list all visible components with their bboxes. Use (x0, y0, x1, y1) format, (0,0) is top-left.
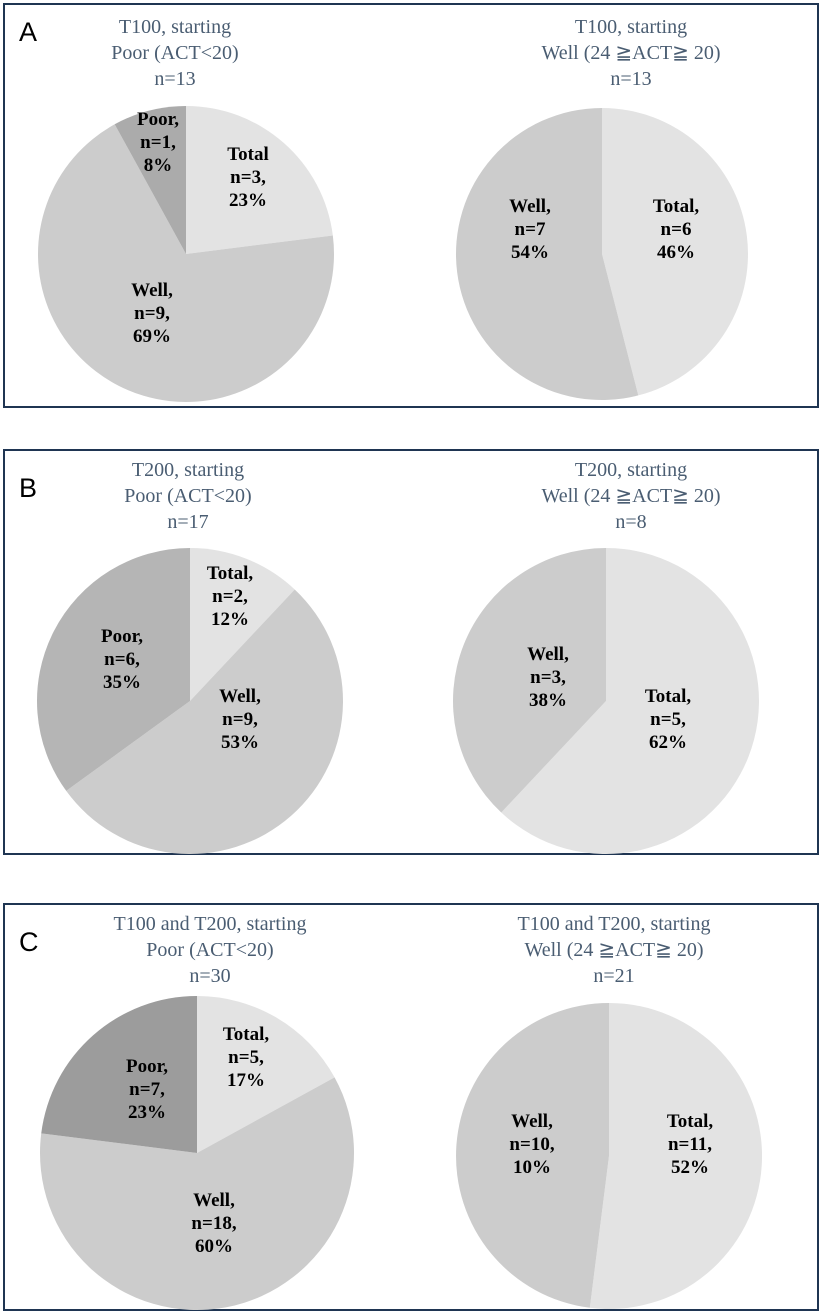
slice-label-well: Well, n=7 54% (509, 196, 551, 263)
slice-label-well: Well, n=10, 10% (509, 1111, 554, 1178)
pie-slice-well (456, 1003, 609, 1308)
pie-slice-poor (114, 106, 186, 254)
pie-chart-a-2: T100, starting Well (24 ≧ACT≧ 20) n=13 Tota… (455, 16, 748, 400)
slice-label-poor: Poor, n=6, 35% (101, 626, 143, 693)
chart-title-line: Well (24 ≧ACT≧ 20) (524, 939, 703, 961)
pie-slice-poor (41, 996, 197, 1153)
panel-a: A (3, 3, 819, 408)
chart-title-line: T100, starting (119, 16, 231, 38)
panel-c: C (3, 903, 819, 1311)
chart-title-line: Poor (ACT<20) (111, 42, 238, 64)
chart-title-line: n=21 (593, 965, 634, 987)
chart-title-line: T200, starting (132, 459, 244, 481)
panel-letter: A (19, 17, 38, 47)
slice-label-well: Well, n=9, 53% (219, 686, 261, 753)
slice-label-total: Total n=3, 23% (227, 144, 269, 211)
pie-slice-total (501, 548, 759, 855)
pie-slice-total (186, 106, 333, 254)
chart-title-line: n=30 (189, 965, 230, 987)
chart-title-line: T200, starting (575, 459, 687, 481)
chart-title-line: Well (24 ≧ACT≧ 20) (541, 485, 720, 507)
chart-title-line: T100 and T200, starting (114, 913, 307, 935)
pie-slice-total (190, 548, 295, 701)
pie-slice-well (455, 108, 639, 400)
panel-letter: C (19, 927, 39, 957)
pie-slice-total (197, 996, 335, 1153)
chart-title-line: n=8 (615, 511, 646, 533)
chart-title-line: Poor (ACT<20) (146, 939, 273, 961)
pie-slice-well (37, 124, 334, 403)
slice-label-well: Well, n=9, 69% (131, 280, 173, 347)
pie-slice-poor (37, 548, 191, 791)
panel-letter: B (19, 473, 38, 503)
panel-b: B (3, 449, 819, 855)
chart-title-line: Well (24 ≧ACT≧ 20) (541, 42, 720, 64)
pie-chart-a-1: T100, starting Poor (ACT<20) n=13 Total n=3,… (37, 16, 334, 403)
pie-slice-well (452, 548, 606, 813)
pie-slice-total (602, 108, 748, 396)
chart-title-line: T100 and T200, starting (518, 913, 711, 935)
chart-title-line: T100, starting (575, 16, 687, 38)
pie-slice-well (66, 589, 343, 854)
pie-chart-b-2: T200, starting Well (24 ≧ACT≧ 20) n=8 Total… (452, 459, 759, 855)
chart-title-line: n=17 (167, 511, 208, 533)
pie-chart-c-1: T100 and T200, starting Poor (ACT<20) n=30… (40, 913, 355, 1310)
slice-label-total: Total, n=2, 12% (207, 563, 254, 630)
chart-title-line: n=13 (154, 68, 195, 90)
slice-label-total: Total, n=5, 62% (645, 686, 692, 753)
pie-chart-b-1: T200, starting Poor (ACT<20) n=17 Total, n=2… (37, 459, 343, 854)
pie-chart-c-2: T100 and T200, starting Well (24 ≧ACT≧ 20… (456, 913, 763, 1309)
slice-label-total: Total, n=5, 17% (223, 1024, 270, 1091)
slice-label-poor: Poor, n=1, 8% (137, 109, 179, 176)
pie-slice-well (40, 1077, 355, 1310)
chart-title-line: Poor (ACT<20) (124, 485, 251, 507)
slice-label-total: Total, n=6 46% (653, 196, 700, 263)
pie-slice-total (589, 1003, 763, 1309)
chart-title-line: n=13 (610, 68, 651, 90)
slice-label-well: Well, n=3, 38% (527, 644, 569, 711)
slice-label-poor: Poor, n=7, 23% (126, 1056, 168, 1123)
slice-label-well: Well, n=18, 60% (191, 1190, 236, 1257)
slice-label-total: Total, n=11, 52% (667, 1111, 714, 1178)
